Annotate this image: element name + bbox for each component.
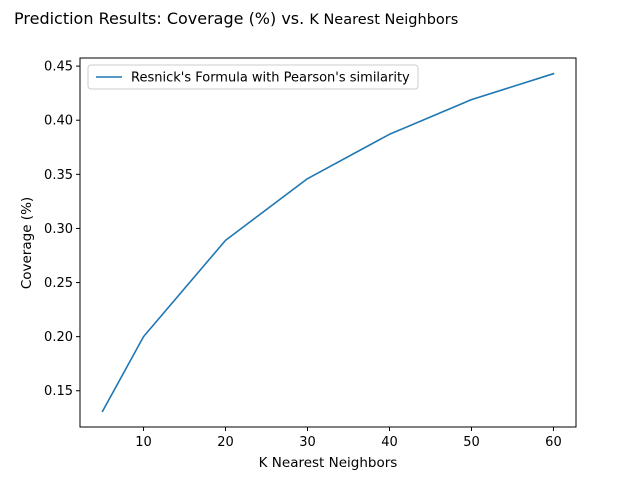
- series-layer: [101, 72, 555, 413]
- x-tick-label: 60: [545, 435, 562, 450]
- x-axis-label: K Nearest Neighbors: [259, 455, 398, 471]
- x-tick-label: 40: [381, 435, 398, 450]
- x-axis: 10 20 30 40 50 60: [135, 427, 562, 450]
- x-tick-label: 30: [299, 435, 316, 450]
- legend: Resnick's Formula with Pearson's similar…: [87, 64, 419, 90]
- chart-title-main: Prediction Results: Coverage (%) vs.: [14, 9, 305, 28]
- series-line: [101, 72, 555, 413]
- y-tick-label: 0.15: [44, 384, 73, 399]
- y-axis: 0.15 0.20 0.25 0.30 0.35 0.40 0.45: [44, 60, 80, 399]
- x-tick-label: 20: [217, 435, 234, 450]
- y-tick-label: 0.35: [44, 168, 73, 183]
- y-tick-label: 0.20: [44, 330, 73, 345]
- x-tick-label: 50: [463, 435, 480, 450]
- y-tick-label: 0.45: [44, 60, 73, 75]
- legend-box: [87, 64, 419, 90]
- plot-area: [79, 57, 577, 428]
- chart-title: Prediction Results: Coverage (%) vs. K N…: [14, 9, 458, 28]
- legend-label: Resnick's Formula with Pearson's similar…: [131, 71, 410, 86]
- chart-title-sub: K Nearest Neighbors: [309, 12, 459, 28]
- plot-frame: [79, 57, 577, 428]
- y-axis-label: Coverage (%): [19, 197, 35, 289]
- y-tick-label: 0.30: [44, 222, 73, 237]
- y-tick-label: 0.40: [44, 114, 73, 129]
- x-tick-label: 10: [135, 435, 152, 450]
- y-tick-label: 0.25: [44, 276, 73, 291]
